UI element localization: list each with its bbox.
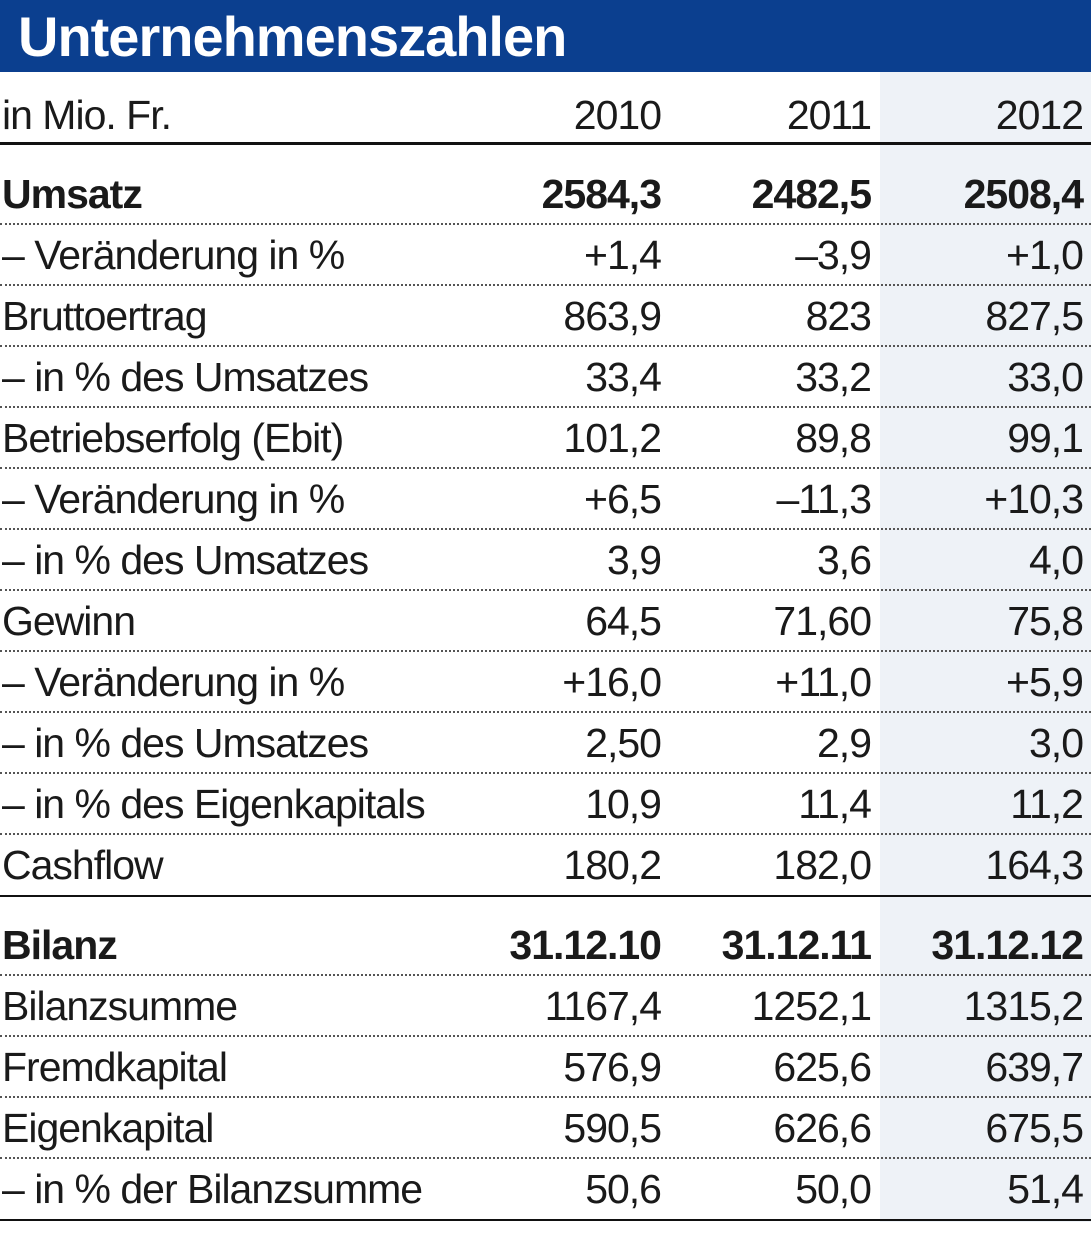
value-2010: 3,9 (607, 537, 662, 583)
value-2012: 33,0 (1007, 354, 1084, 400)
value-2010: +6,5 (584, 476, 662, 522)
value-2011: 89,8 (795, 415, 872, 461)
value-2012: 3,0 (1029, 720, 1084, 766)
value-2010: 64,5 (585, 598, 662, 644)
value-2012: 11,2 (1010, 781, 1084, 827)
value-2010: 101,2 (563, 415, 662, 461)
value-2011: 1252,1 (751, 983, 872, 1029)
table-row: – Veränderung in % +1,4 –3,9 +1,0 (0, 225, 1091, 286)
value-2010: +1,4 (584, 232, 662, 278)
value-2011: 3,6 (817, 537, 872, 583)
value-2010: 590,5 (563, 1105, 662, 1151)
table-row: Bilanzsumme 1167,4 1252,1 1315,2 (0, 976, 1091, 1037)
row-label: – in % des Eigenkapitals (2, 781, 426, 827)
row-label: Gewinn (2, 598, 136, 644)
table-row: Eigenkapital 590,5 626,6 675,5 (0, 1098, 1091, 1159)
table-row: Cashflow 180,2 182,0 164,3 (0, 835, 1091, 896)
value-2011: 823 (805, 293, 872, 339)
value-2010: 2,50 (585, 720, 662, 766)
row-label: – Veränderung in % (2, 476, 345, 522)
value-2010: 1167,4 (544, 983, 662, 1029)
bottom-rule (0, 1219, 1091, 1221)
value-2012: 2508,4 (963, 171, 1084, 217)
row-label: – Veränderung in % (2, 232, 345, 278)
table-row: – in % des Eigenkapitals 10,9 11,4 11,2 (0, 774, 1091, 835)
value-2012: 827,5 (985, 293, 1084, 339)
header-row: in Mio. Fr. 2010 2011 2012 (0, 85, 1091, 146)
row-label: Cashflow (2, 842, 164, 888)
value-2011: 71,60 (773, 598, 872, 644)
value-2011: 50,0 (795, 1166, 872, 1212)
value-2011: –3,9 (795, 232, 872, 278)
balance-header-row: Bilanz 31.12.10 31.12.11 31.12.12 (0, 915, 1091, 976)
table-row: – in % der Bilanzsumme 50,6 50,0 51,4 (0, 1159, 1091, 1220)
value-2012: 164,3 (985, 842, 1084, 888)
row-label: – in % des Umsatzes (2, 354, 369, 400)
row-label: Eigenkapital (2, 1105, 214, 1151)
value-2011: 626,6 (773, 1105, 872, 1151)
page-title: Unternehmenszahlen (18, 5, 567, 68)
table-row: – Veränderung in % +6,5 –11,3 +10,3 (0, 469, 1091, 530)
value-2012: 1315,2 (963, 983, 1084, 1029)
row-label: – Veränderung in % (2, 659, 345, 705)
row-label: – in % der Bilanzsumme (2, 1166, 423, 1212)
title-bar: Unternehmenszahlen (0, 0, 1091, 72)
value-2011: 2011 (786, 92, 872, 138)
row-label: – in % des Umsatzes (2, 720, 369, 766)
table-row: – in % des Umsatzes 3,9 3,6 4,0 (0, 530, 1091, 591)
section-rule (0, 895, 1091, 897)
table-row: Umsatz 2584,3 2482,5 2508,4 (0, 164, 1091, 225)
table-row: Bruttoertrag 863,9 823 827,5 (0, 286, 1091, 347)
header-rule (0, 142, 1091, 145)
value-2010: 2010 (573, 92, 662, 138)
value-2010: 180,2 (563, 842, 662, 888)
value-2011: 31.12.11 (721, 922, 872, 968)
table-row: Betriebserfolg (Ebit) 101,2 89,8 99,1 (0, 408, 1091, 469)
row-label: – in % des Umsatzes (2, 537, 369, 583)
value-2010: 2584,3 (541, 171, 662, 217)
table-row: – in % des Umsatzes 33,4 33,2 33,0 (0, 347, 1091, 408)
row-label: in Mio. Fr. (2, 92, 172, 138)
row-label: Umsatz (2, 171, 143, 217)
row-label: Bruttoertrag (2, 293, 207, 339)
value-2011: 2,9 (817, 720, 872, 766)
value-2010: 33,4 (585, 354, 662, 400)
value-2011: 182,0 (773, 842, 872, 888)
table-row: Fremdkapital 576,9 625,6 639,7 (0, 1037, 1091, 1098)
row-label: Bilanz (2, 922, 118, 968)
value-2012: 675,5 (985, 1105, 1084, 1151)
table-row: Gewinn 64,5 71,60 75,8 (0, 591, 1091, 652)
value-2011: 33,2 (795, 354, 872, 400)
value-2011: +11,0 (775, 659, 872, 705)
value-2010: 576,9 (563, 1044, 662, 1090)
value-2012: 2012 (995, 92, 1084, 138)
row-label: Betriebserfolg (Ebit) (2, 415, 344, 461)
value-2012: +10,3 (984, 476, 1084, 522)
row-label: Fremdkapital (2, 1044, 228, 1090)
value-2011: 2482,5 (751, 171, 872, 217)
value-2011: –11,3 (776, 476, 872, 522)
value-2012: 51,4 (1007, 1166, 1084, 1212)
table-row: – Veränderung in % +16,0 +11,0 +5,9 (0, 652, 1091, 713)
value-2010: 50,6 (585, 1166, 662, 1212)
value-2010: 10,9 (585, 781, 662, 827)
value-2012: 99,1 (1007, 415, 1084, 461)
value-2012: 4,0 (1029, 537, 1084, 583)
value-2012: 75,8 (1007, 598, 1084, 644)
value-2010: +16,0 (562, 659, 662, 705)
row-label: Bilanzsumme (2, 983, 238, 1029)
value-2011: 625,6 (773, 1044, 872, 1090)
value-2012: 31.12.12 (931, 922, 1084, 968)
value-2010: 31.12.10 (509, 922, 662, 968)
value-2012: +1,0 (1006, 232, 1084, 278)
value-2010: 863,9 (563, 293, 662, 339)
value-2012: +5,9 (1006, 659, 1084, 705)
highlight-column-2012 (880, 72, 1091, 1222)
value-2011: 11,4 (798, 781, 872, 827)
table-row: – in % des Umsatzes 2,50 2,9 3,0 (0, 713, 1091, 774)
value-2012: 639,7 (985, 1044, 1084, 1090)
